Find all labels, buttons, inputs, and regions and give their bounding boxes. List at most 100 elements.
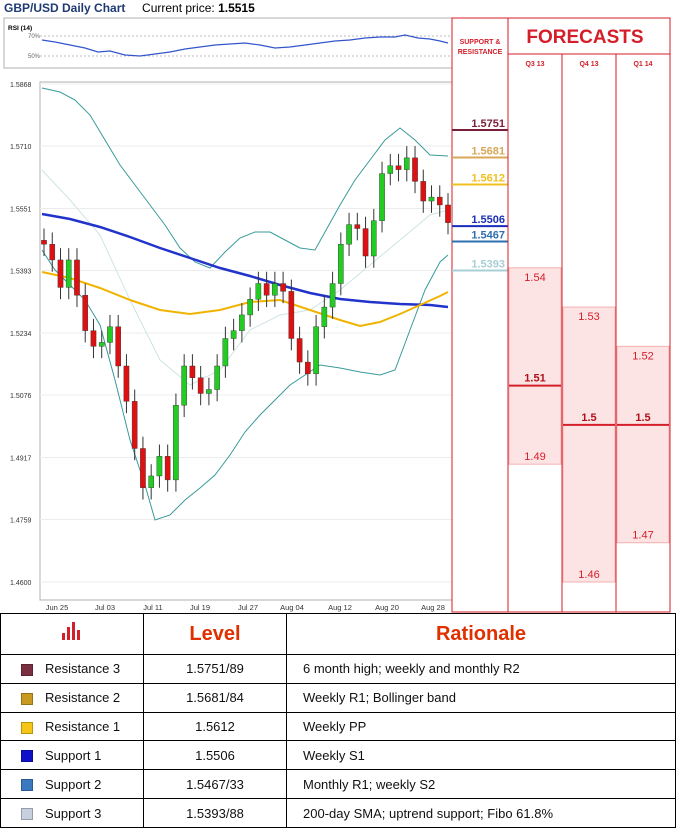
candle-body [173, 405, 179, 481]
chart-header: GBP/USD Daily Chart Current price: 1.551… [4, 0, 255, 16]
candle-body [395, 165, 402, 170]
candle-body [206, 389, 212, 394]
level-value: 1.5393/88 [143, 798, 287, 828]
candle-body [189, 365, 196, 378]
level-rationale: Weekly R1; Bollinger band [286, 682, 676, 713]
level-value: 1.5751/89 [143, 654, 287, 684]
x-axis: Jun 25 Jul 03 Jul 11 Jul 19 Jul 27 Aug 04 Aug … [46, 603, 445, 612]
x-tick-label: Aug 12 [328, 603, 352, 612]
forecast-high-label: 1.53 [578, 311, 599, 323]
sr-level-label: 1.5612 [471, 173, 505, 185]
level-rationale: 200-day SMA; uptrend support; Fibo 61.8% [286, 798, 676, 828]
forecast-quarter-label: Q4 13 [579, 61, 598, 68]
candle-body [123, 365, 130, 402]
level-name: Support 3 [45, 805, 102, 821]
candle-body [370, 220, 377, 257]
candle-body [197, 377, 204, 394]
candle-body [247, 299, 253, 316]
candle-body [329, 283, 336, 308]
chart-title: GBP/USD Daily Chart [4, 1, 126, 15]
color-swatch [21, 779, 33, 792]
rsi-frame [3, 17, 453, 69]
candle-body [305, 361, 311, 375]
rsi-title: RSI (14) [8, 25, 32, 32]
y-tick-label: 1.5551 [10, 207, 32, 214]
support-resistance-panel: SUPPORT & RESISTANCE 1.57511.56811.56121… [451, 17, 509, 613]
level-rationale: Weekly PP [286, 711, 676, 742]
x-tick-label: Aug 04 [280, 603, 304, 612]
y-tick-label: 1.4600 [10, 580, 32, 587]
candle-body [164, 456, 171, 481]
forecast-high-label: 1.52 [632, 350, 653, 362]
candlesticks [41, 146, 451, 500]
level-rationale: Monthly R1; weekly S2 [286, 769, 676, 800]
candle-body [346, 224, 352, 245]
candle-body [41, 240, 47, 245]
y-tick-label: 1.5234 [10, 331, 32, 338]
forecast-title: FORECASTS [526, 27, 643, 48]
level-rationale: Weekly S1 [286, 740, 676, 771]
color-swatch [21, 721, 33, 734]
candle-body [49, 244, 56, 261]
forecast-mid-label: 1.51 [524, 373, 545, 385]
candle-body [65, 259, 72, 288]
rsi-panel: RSI (14) 70% 50% [3, 17, 453, 69]
moving-average-yellow [41, 271, 449, 328]
candle-body [239, 314, 245, 331]
candle-body [222, 338, 229, 367]
candle-body [280, 283, 286, 292]
price-label: Current price: [142, 1, 215, 15]
table-row: Support 1 1.5506 Weekly S1 [0, 740, 676, 771]
forecast-low-label: 1.47 [632, 530, 653, 542]
level-name-cell: Resistance 2 [0, 682, 144, 713]
candle-body [107, 326, 113, 343]
candle-body [321, 306, 328, 327]
candle-body [90, 330, 97, 347]
x-tick-label: Jul 03 [95, 603, 115, 612]
x-tick-label: Aug 20 [375, 603, 399, 612]
level-value: 1.5467/33 [143, 769, 287, 800]
sr-title-2: RESISTANCE [458, 49, 503, 56]
candle-body [428, 196, 435, 202]
candle-body [313, 326, 319, 375]
y-tick-label: 1.5868 [10, 82, 32, 89]
candle-body [338, 244, 344, 284]
sr-level-label: 1.5681 [471, 145, 505, 157]
candle-body [57, 259, 64, 288]
x-tick-label: Jul 27 [238, 603, 258, 612]
forecast-range-band [508, 267, 562, 465]
candle-body [82, 295, 89, 331]
sr-level-label: 1.5751 [471, 118, 505, 130]
level-rationale: 6 month high; weekly and monthly R2 [286, 654, 676, 684]
sr-level-label: 1.5467 [471, 229, 505, 241]
candle-body [156, 456, 163, 477]
y-tick-label: 1.4917 [10, 456, 32, 463]
candle-body [148, 475, 154, 488]
candle-body [272, 283, 278, 296]
current-price: 1.5515 [218, 1, 255, 15]
x-tick-label: Jul 11 [143, 603, 162, 612]
candle-body [263, 283, 270, 296]
moving-average-blue [41, 212, 449, 309]
forecast-columns: Q3 13 1.54 1.51 1.49 Q4 13 1.53 1.5 1.46 Q1 14 1.… [508, 54, 670, 612]
sr-levels: 1.5751 1.5681 1.5612 1.5506 1.5467 1.5393 [452, 118, 508, 272]
chart-icon-cell [0, 613, 144, 655]
y-axis: 1.5868 1.5710 1.5551 1.5393 1.5234 1.5076 1.49… [10, 82, 32, 587]
candle-body [255, 283, 262, 300]
bollinger-middle-band [41, 169, 449, 386]
candle-body [230, 330, 237, 339]
level-name: Resistance 1 [45, 719, 121, 735]
forecast-mid-label: 1.5 [581, 412, 596, 424]
candle-body [98, 342, 105, 347]
level-name: Support 1 [45, 747, 102, 763]
table-row: Support 3 1.5393/88 200-day SMA; uptrend s… [0, 798, 676, 828]
x-tick-label: Aug 28 [421, 603, 445, 612]
candle-body [74, 259, 80, 296]
candle-body [412, 157, 418, 182]
level-header: Level [143, 613, 287, 655]
forecast-mid-label: 1.5 [635, 412, 650, 424]
candle-body [362, 228, 369, 257]
table-row: Support 2 1.5467/33 Monthly R1; weekly S2 [0, 769, 676, 800]
candle-body [181, 365, 187, 406]
